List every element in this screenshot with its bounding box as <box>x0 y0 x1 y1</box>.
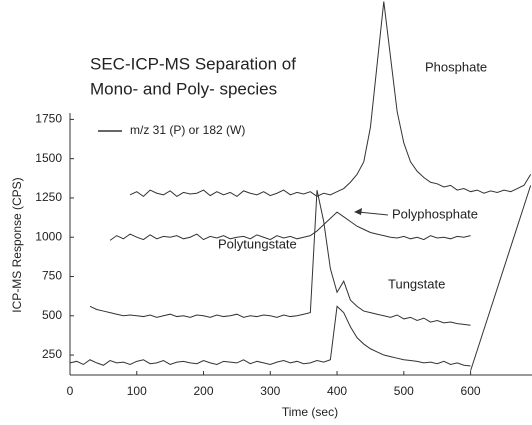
y-tick-label: 1250 <box>35 190 62 204</box>
y-tick-label: 250 <box>42 347 62 361</box>
annotation: Phosphate <box>425 59 487 74</box>
y-axis-label: ICP-MS Response (CPS) <box>10 177 24 312</box>
annotation-arrow <box>357 211 389 216</box>
legend-label: m/z 31 (P) or 182 (W) <box>130 123 245 137</box>
x-tick-label: 200 <box>194 384 214 398</box>
x-tick-label: 500 <box>394 384 414 398</box>
annotation: Polyphosphate <box>392 206 478 221</box>
arrow-head <box>354 208 362 215</box>
trace <box>89 189 471 326</box>
y-tick-label: 1000 <box>35 229 62 243</box>
y-tick-label: 750 <box>42 269 62 283</box>
y-tick-label: 1750 <box>35 112 62 126</box>
x-tick-label: 600 <box>461 384 481 398</box>
x-axis-label: Time (sec) <box>282 405 338 419</box>
trace <box>109 211 471 241</box>
trace <box>470 185 532 371</box>
chart-title: Mono- and Poly- species <box>90 79 277 98</box>
trace <box>129 1 532 198</box>
annotation: Tungstate <box>388 276 445 291</box>
y-tick-label: 1500 <box>35 151 62 165</box>
x-tick-label: 100 <box>127 384 147 398</box>
annotation: Polytungstate <box>218 236 297 251</box>
trace <box>69 305 471 367</box>
chart-title: SEC-ICP-MS Separation of <box>90 54 296 73</box>
x-tick-label: 0 <box>67 384 74 398</box>
x-tick-label: 300 <box>260 384 280 398</box>
x-tick-label: 400 <box>327 384 347 398</box>
y-tick-label: 500 <box>42 308 62 322</box>
